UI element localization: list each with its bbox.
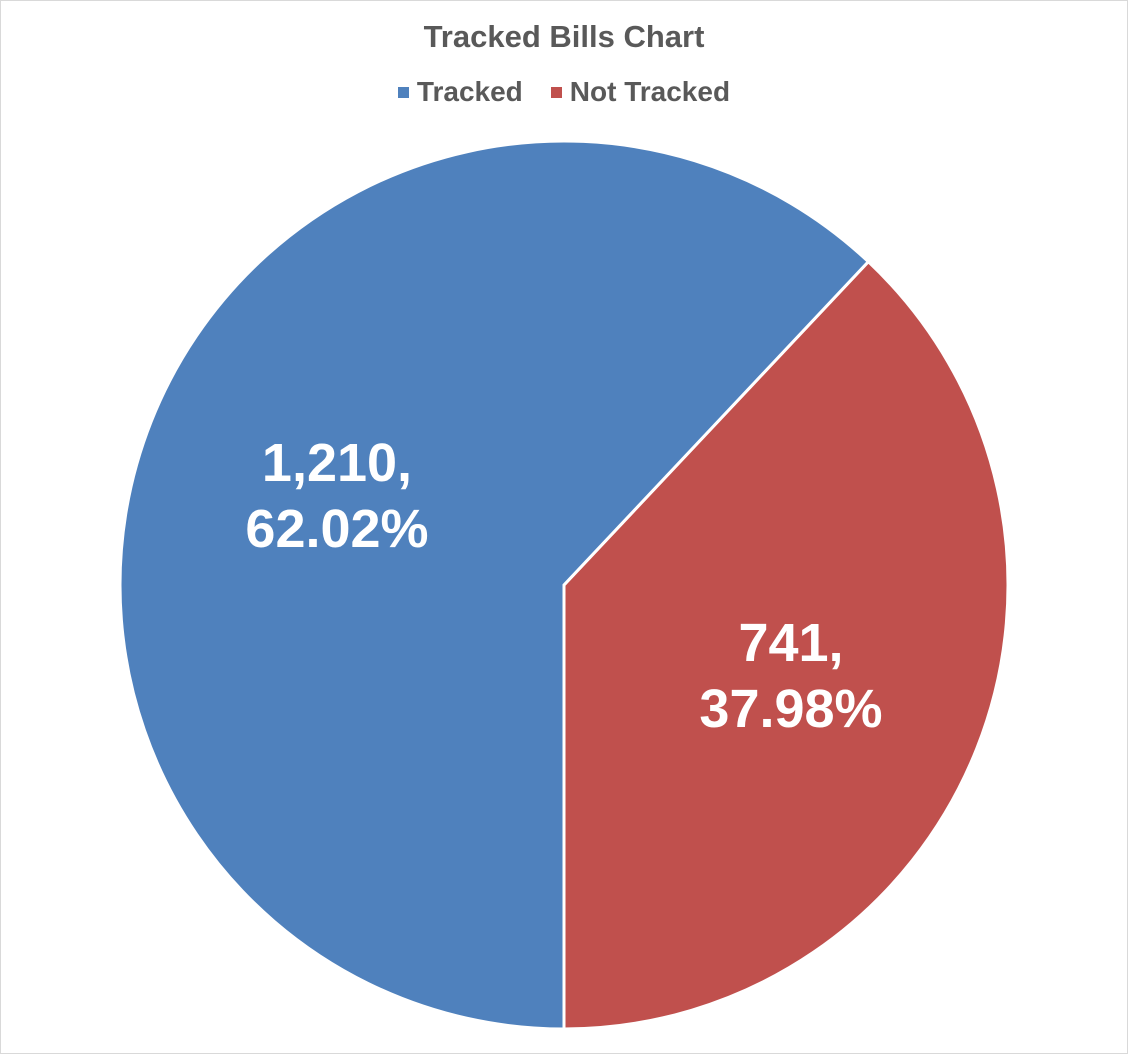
pie-labels: 741, 37.98% 1,210, 62.02% xyxy=(245,433,882,739)
pie-slice-not-tracked xyxy=(562,259,1010,1031)
legend-item-not-tracked: Not Tracked xyxy=(550,76,731,108)
legend-label-tracked: Tracked xyxy=(416,76,523,107)
data-label-not-tracked-percent: 37.98% xyxy=(699,679,882,739)
pie-slices xyxy=(118,139,1010,1031)
data-label-tracked: 1,210, 62.02% xyxy=(245,433,428,559)
data-label-not-tracked: 741, 37.98% xyxy=(699,613,882,739)
legend-swatch-not-tracked xyxy=(550,86,562,98)
legend-label-not-tracked: Not Tracked xyxy=(569,76,731,107)
data-label-not-tracked-value: 741, xyxy=(738,613,843,673)
pie-slice-tracked xyxy=(118,139,871,1031)
data-label-tracked-value: 1,210, xyxy=(262,433,412,493)
legend-swatch-tracked xyxy=(397,86,409,98)
chart-title: Tracked Bills Chart xyxy=(423,19,705,54)
legend: Tracked Not Tracked xyxy=(1,76,1127,108)
legend-item-tracked: Tracked xyxy=(397,76,523,108)
data-label-tracked-percent: 62.02% xyxy=(245,499,428,559)
